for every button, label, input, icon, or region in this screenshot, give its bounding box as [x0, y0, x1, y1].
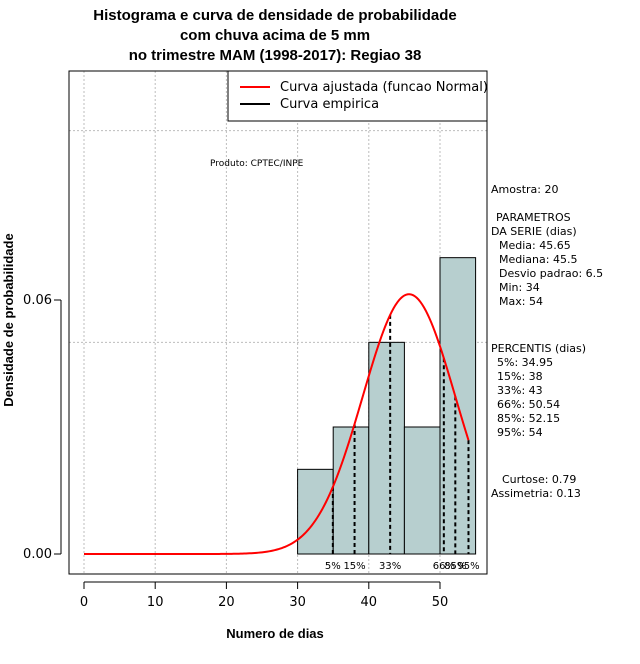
chart-title-line-3: no trimestre MAM (1998-2017): Regiao 38: [129, 47, 422, 64]
percentile-label-5: 5%: [325, 561, 341, 572]
x-tick-label-0: 0: [80, 595, 88, 610]
percentile-layer: 5% 15% 33% 66%85%95%: [325, 314, 480, 572]
percentile-label-66: 66%: [433, 561, 455, 572]
y-tick-label-0: 0.00: [23, 547, 52, 562]
histogram-bar-3: [368, 341, 405, 555]
histogram-bar-4: [403, 426, 441, 555]
legend-label-normal: Curva ajustada (funcao Normal): [280, 80, 488, 95]
x-tick-label-50: 50: [432, 595, 449, 610]
x-tick-label-40: 40: [361, 595, 378, 610]
chart-title-line-2: com chuva acima de 5 mm: [180, 27, 370, 44]
normal-fit-curve: [84, 293, 470, 555]
bars-layer: [297, 257, 477, 555]
stat-mediana: Mediana: 45.5: [499, 253, 577, 266]
stat-p33: 33%: 43: [497, 384, 543, 397]
curve-layer: [84, 293, 470, 555]
stat-p85: 85%: 52.15: [497, 412, 560, 425]
stat-percentis-header: PERCENTIS (dias): [491, 342, 586, 355]
stat-p5: 5%: 34.95: [497, 356, 553, 369]
stat-max: Max: 54: [499, 295, 543, 308]
x-tick-label-20: 20: [218, 595, 235, 610]
stat-p66: 66%: 50.54: [497, 398, 560, 411]
x-tick-label-30: 30: [289, 595, 306, 610]
stat-assimetria: Assimetria: 0.13: [491, 487, 581, 500]
stat-param-header-1: PARAMETROS: [496, 211, 571, 224]
product-annotation: Produto: CPTEC/INPE: [210, 159, 304, 169]
percentile-label-15: 15%: [343, 561, 365, 572]
percentile-label-33: 33%: [379, 561, 401, 572]
chart-title-line-1: Histograma e curva de densidade de proba…: [93, 7, 456, 24]
stats-panel: Amostra: 20 PARAMETROS DA SERIE (dias) M…: [491, 183, 603, 500]
percentile-label-95: 95%: [457, 561, 479, 572]
histogram-bar-1: [297, 468, 334, 555]
y-axis-label: Densidade de probabilidade: [1, 233, 16, 406]
legend: Curva ajustada (funcao Normal) Curva emp…: [227, 70, 488, 122]
stat-media: Media: 45.65: [499, 239, 571, 252]
legend-box: [227, 70, 488, 122]
legend-label-empirical: Curva empirica: [280, 97, 379, 112]
x-axis-label: Numero de dias: [226, 626, 324, 641]
stat-p15: 15%: 38: [497, 370, 543, 383]
y-tick-label-1: 0.06: [23, 293, 52, 308]
axes-layer: 0 10 20 30 40 50 0.00 0.06: [23, 293, 448, 610]
x-tick-label-10: 10: [147, 595, 164, 610]
grid-layer: [69, 71, 487, 574]
histogram-bar-2: [332, 426, 370, 555]
stat-curtose: Curtose: 0.79: [502, 473, 576, 486]
stat-min: Min: 34: [499, 281, 540, 294]
stat-param-header-2: DA SERIE (dias): [491, 225, 577, 238]
stat-p95: 95%: 54: [497, 426, 543, 439]
stat-amostra: Amostra: 20: [491, 183, 558, 196]
stat-desvio: Desvio padrao: 6.5: [499, 267, 603, 280]
percentile-label-85: 85%: [444, 561, 466, 572]
